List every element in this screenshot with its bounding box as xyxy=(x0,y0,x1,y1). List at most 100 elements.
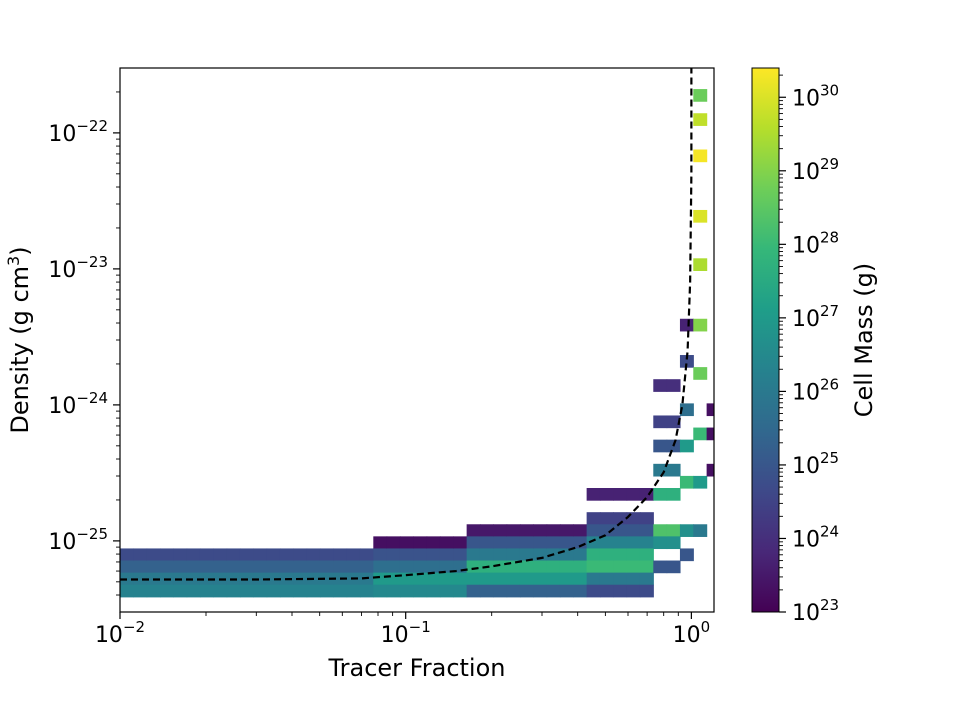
heatmap-cell xyxy=(693,209,708,223)
heatmap-cell xyxy=(226,584,241,598)
heatmap-cell xyxy=(559,524,574,537)
heatmap-cell xyxy=(413,584,428,598)
heatmap-cell xyxy=(279,548,294,562)
x-tick-label: 10−1 xyxy=(381,618,431,648)
heatmap-cell xyxy=(493,524,508,537)
heatmap-cell xyxy=(453,548,468,562)
heatmap-cell xyxy=(586,512,601,525)
heatmap-cell xyxy=(293,548,308,562)
heatmap-cell xyxy=(213,584,228,598)
heatmap-cell xyxy=(253,548,268,562)
heatmap-cell xyxy=(279,584,294,598)
heatmap-cell xyxy=(319,572,334,586)
heatmap-cell xyxy=(626,488,641,501)
heatmap-cell xyxy=(226,560,241,574)
heatmap-cell xyxy=(679,439,694,453)
heatmap-cell xyxy=(599,560,614,574)
heatmap-cell xyxy=(519,548,534,562)
y-tick-label: 10−23 xyxy=(48,253,108,283)
heatmap-cell xyxy=(506,548,521,562)
y-axis: 10−25 10−24 10−23 10−22 xyxy=(48,91,120,596)
heatmap-cell xyxy=(146,560,161,574)
heatmap-cells xyxy=(120,89,714,598)
heatmap-cell xyxy=(306,560,321,574)
heatmap-cell xyxy=(666,415,681,429)
heatmap-cell xyxy=(453,584,468,598)
heatmap-cell xyxy=(293,560,308,574)
heatmap-cell xyxy=(693,524,708,537)
x-tick-label: 10−2 xyxy=(95,618,145,648)
heatmap-cell xyxy=(239,560,254,574)
heatmap-cell xyxy=(266,548,281,562)
heatmap-cell xyxy=(519,536,534,550)
heatmap-cell xyxy=(386,536,401,550)
heatmap-cell xyxy=(333,548,348,562)
heatmap-cell xyxy=(493,548,508,562)
colorbar-tick-label: 1027 xyxy=(792,302,839,332)
heatmap-cell xyxy=(639,548,654,562)
heatmap-cell xyxy=(213,548,228,562)
heatmap-cell xyxy=(653,488,668,501)
heatmap-cell xyxy=(519,584,534,598)
heatmap-cell xyxy=(266,560,281,574)
heatmap-cell xyxy=(133,584,148,598)
heatmap-cell xyxy=(706,403,714,417)
heatmap-cell xyxy=(426,536,441,550)
heatmap-cell xyxy=(146,548,161,562)
median-curve xyxy=(120,68,693,581)
heatmap-cell xyxy=(253,584,268,598)
heatmap-cell xyxy=(279,560,294,574)
heatmap-cell xyxy=(693,258,708,271)
heatmap-cell xyxy=(199,548,214,562)
heatmap-cell xyxy=(626,512,641,525)
heatmap-cell xyxy=(426,548,441,562)
heatmap-cell xyxy=(466,572,481,586)
colorbar-tick-label: 1025 xyxy=(792,449,839,479)
y-tick-label: 10−24 xyxy=(48,389,108,419)
heatmap-cell xyxy=(319,584,334,598)
heatmap-cell xyxy=(479,548,494,562)
x-tick-label: 100 xyxy=(673,618,711,648)
heatmap-cell xyxy=(693,149,708,163)
colorbar-tick-label: 1024 xyxy=(792,522,839,552)
heatmap-cell xyxy=(559,584,574,598)
heatmap-cell xyxy=(186,560,201,574)
heatmap-cell xyxy=(679,548,694,562)
heatmap-cell xyxy=(639,536,654,550)
heatmap-cell xyxy=(693,367,708,380)
heatmap-cell xyxy=(653,560,668,574)
heatmap-cell xyxy=(639,572,654,586)
heatmap-cell xyxy=(546,584,561,598)
heatmap-cell xyxy=(559,560,574,574)
heatmap-cell xyxy=(546,536,561,550)
heatmap-cell xyxy=(173,548,188,562)
heatmap-cell xyxy=(266,584,281,598)
heatmap-cell xyxy=(359,584,374,598)
heatmap-cell xyxy=(453,572,468,586)
heatmap-cell xyxy=(479,572,494,586)
heatmap-cell xyxy=(186,548,201,562)
heatmap-cell xyxy=(679,318,694,332)
heatmap-cell xyxy=(693,318,708,332)
x-axis-label: Tracer Fraction xyxy=(328,654,506,682)
y-tick-label: 10−25 xyxy=(48,525,108,555)
heatmap-cell xyxy=(306,548,321,562)
heatmap-cell xyxy=(453,536,468,550)
heatmap-cell xyxy=(599,488,614,501)
x-axis: 10−2 10−1 100 xyxy=(95,612,710,648)
heatmap-cell xyxy=(413,548,428,562)
heatmap-cell xyxy=(666,536,681,550)
heatmap-cell xyxy=(533,572,548,586)
heatmap-cell xyxy=(693,113,708,126)
heatmap-cell xyxy=(573,560,588,574)
heatmap-cell xyxy=(666,488,681,501)
heatmap-cell xyxy=(479,584,494,598)
heatmap-cell xyxy=(586,536,601,550)
heatmap-cell xyxy=(506,584,521,598)
heatmap-cell xyxy=(386,560,401,574)
heatmap-cell xyxy=(373,548,388,562)
heatmap-cell xyxy=(586,560,601,574)
heatmap-cell xyxy=(599,524,614,537)
heatmap-cell xyxy=(666,560,681,574)
